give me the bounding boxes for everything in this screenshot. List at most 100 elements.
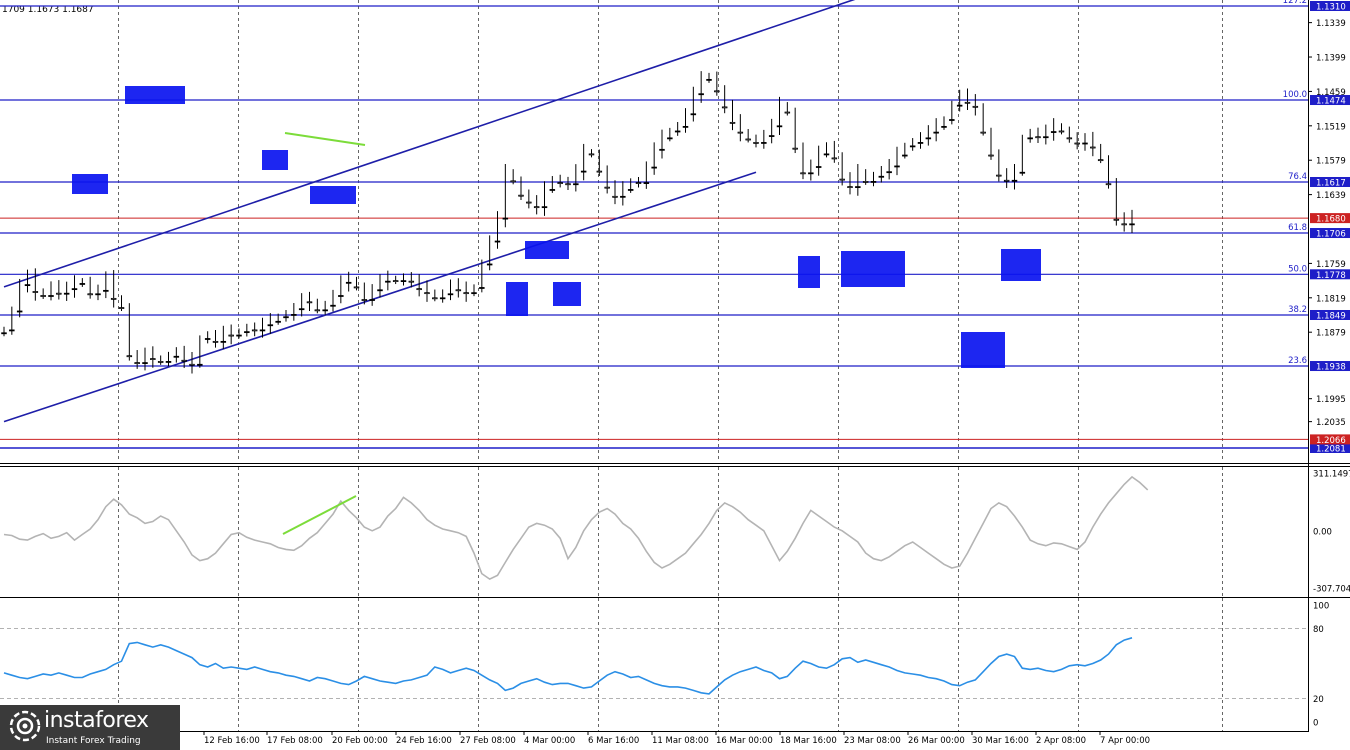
candle-body — [729, 121, 736, 124]
candle-body — [714, 90, 720, 93]
time-tick-label: 24 Feb 16:00 — [396, 736, 452, 746]
candle-body — [909, 145, 916, 148]
candle-body — [917, 142, 924, 144]
fib-level-label: 100.0 — [1283, 90, 1307, 100]
candle-body — [815, 166, 822, 168]
candle-body — [377, 289, 383, 292]
candle-body — [761, 142, 767, 144]
candle-body — [862, 181, 869, 183]
candle-body — [306, 301, 313, 304]
price-tick-label: 1.1639 — [1316, 191, 1346, 201]
candle-body — [870, 181, 877, 183]
signal-box — [841, 251, 905, 287]
candle-body — [291, 314, 297, 316]
level-labels: 1.2081 23.6 1.1938 38.2 1.1849 50.0 1.1778 61.8… — [1283, 0, 1350, 455]
candle-body — [596, 170, 603, 173]
candle-body — [627, 189, 634, 191]
price-tag-label: 1.1938 — [1316, 363, 1346, 373]
candle-body — [408, 280, 415, 283]
cci-tick-label: 0.00 — [1313, 527, 1332, 537]
candle-body — [988, 154, 994, 157]
watermark-brand: instaforex — [44, 708, 149, 733]
price-tick-label: 1.1579 — [1316, 157, 1346, 167]
candle-body — [1105, 183, 1112, 186]
candle-body — [800, 172, 806, 175]
time-tick-label: 20 Feb 00:00 — [332, 736, 388, 746]
candle-body — [353, 286, 360, 289]
grid-cci — [118, 467, 1223, 596]
rsi-tick-label: 80 — [1313, 625, 1324, 635]
price-tag-label: 1.1778 — [1316, 271, 1346, 281]
candle-body — [1082, 142, 1088, 145]
candle-body — [565, 183, 571, 186]
price-panel[interactable]: 1.2035 1.1995 1.1879 1.1819 1.1759 1.1639 1.15… — [0, 0, 1350, 462]
time-tick-label: 18 Mar 16:00 — [780, 736, 837, 746]
candle-body — [721, 106, 728, 109]
time-tick-label: 4 Mar 00:00 — [524, 736, 575, 746]
candle-body — [275, 320, 281, 323]
fib-level-label: 127.2 — [1283, 0, 1307, 6]
candle-body — [9, 329, 15, 332]
price-tick-label: 1.1879 — [1316, 329, 1346, 339]
candle-body — [455, 289, 462, 292]
candle-body — [251, 329, 258, 332]
candle-body — [314, 309, 321, 312]
signal-box — [310, 186, 356, 204]
time-tick-label: 27 Feb 08:00 — [460, 736, 516, 746]
rsi-tick-label: 20 — [1313, 695, 1324, 705]
fib-level-label: 50.0 — [1288, 264, 1307, 274]
candle-body — [95, 293, 101, 296]
candle-body — [808, 172, 814, 175]
signal-box — [961, 332, 1005, 368]
candles — [1, 71, 1135, 374]
candle-body — [392, 280, 399, 283]
cci-panel[interactable]: 311.1497 0.00 -307.704 — [3, 467, 1350, 596]
candle-body — [847, 186, 853, 188]
candle-body — [949, 119, 955, 121]
candle-body — [956, 104, 963, 107]
candle-body — [604, 186, 610, 189]
grid-main — [118, 0, 1223, 462]
candle-body — [823, 153, 830, 156]
cci-divergence-line — [282, 495, 357, 535]
price-tag — [1310, 309, 1350, 320]
price-divergence-line — [284, 132, 366, 146]
candle-body — [1121, 223, 1127, 226]
price-tag-label: 1.1310 — [1316, 3, 1346, 13]
candle-body — [643, 182, 650, 184]
price-tick-label: 1.1399 — [1316, 54, 1346, 64]
candle-body — [48, 295, 54, 297]
candle-body — [338, 295, 344, 297]
candle-body — [361, 299, 368, 301]
candle-body — [189, 363, 195, 366]
candle-body — [996, 174, 1002, 177]
candle-body — [400, 280, 407, 283]
grid-rsi — [118, 598, 1223, 731]
candle-body — [518, 194, 524, 197]
signal-box — [525, 241, 569, 259]
candle-body — [745, 138, 751, 141]
candle-body — [142, 362, 148, 364]
signal-box — [72, 174, 108, 194]
candle-body — [181, 359, 187, 362]
candle-body — [1090, 146, 1096, 149]
candle-body — [1066, 137, 1073, 140]
candle-body — [674, 130, 681, 133]
candle-body — [682, 125, 689, 128]
rsi-panel[interactable]: 100 80 20 0 — [0, 598, 1329, 731]
price-tag — [1310, 95, 1350, 106]
candle-body — [753, 142, 759, 144]
candle-body — [980, 131, 986, 134]
candle-body — [267, 324, 274, 327]
candle-body — [79, 283, 86, 285]
candle-body — [150, 358, 156, 360]
time-tick-label: 7 Apr 00:00 — [1100, 736, 1150, 746]
candle-body — [1003, 179, 1010, 182]
candle-body — [1043, 136, 1049, 139]
time-axis[interactable]: 12 Feb 16:00 17 Feb 08:00 20 Feb 00:00 24 F… — [203, 731, 1150, 746]
resistance-price-label: 1.2066 — [1316, 436, 1346, 446]
candle-body — [110, 297, 117, 300]
candle-body — [776, 125, 783, 128]
price-axis[interactable]: 1.2035 1.1995 1.1879 1.1819 1.1759 1.1639 1.15… — [1308, 0, 1346, 428]
